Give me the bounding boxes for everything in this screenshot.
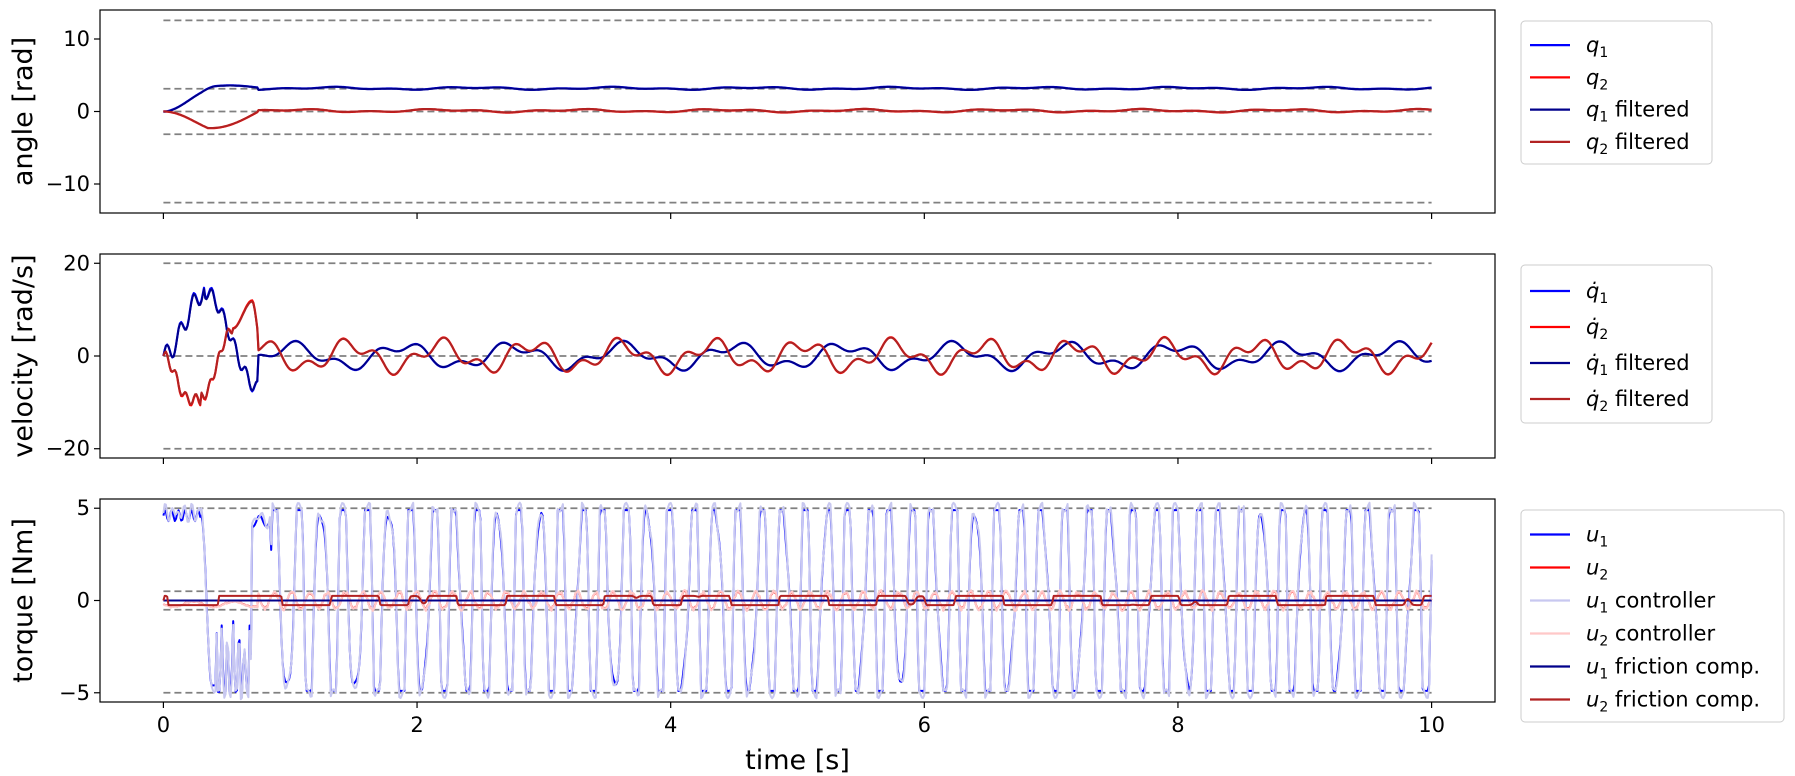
- legend-entry: q̇2 filtered: [1586, 387, 1690, 415]
- series-line-3: [163, 84, 1432, 113]
- x-tick-label: 4: [664, 713, 677, 737]
- legend-entry: q2: [1586, 65, 1608, 93]
- legend-entry: q2 filtered: [1586, 130, 1690, 158]
- subplot-2: −20 0 20 velocity [rad/s] q̇1 q̇2 q̇1 filtered…: [8, 251, 1713, 464]
- legend-entry: u1: [1586, 523, 1608, 551]
- y-tick-label: 0: [77, 100, 90, 124]
- legend-entry: q̇1 filtered: [1586, 351, 1690, 379]
- legend-entry: q1 filtered: [1586, 98, 1690, 126]
- legend-entry: q̇2: [1586, 315, 1608, 343]
- x-tick-label: 0: [157, 713, 170, 737]
- series-line-4: [162, 300, 1433, 406]
- y-axis-label: velocity [rad/s]: [8, 254, 39, 457]
- x-tick-label: 8: [1171, 713, 1184, 737]
- legend-entry: q1: [1586, 33, 1608, 61]
- x-tick-label: 2: [410, 713, 423, 737]
- legend: u1 u2 u1 controller u2 controller u1 frictio…: [1520, 509, 1785, 723]
- x-tick-label: 6: [918, 713, 931, 737]
- legend-entry: u2 friction comp.: [1586, 688, 1760, 716]
- series-line-3: [162, 288, 1432, 392]
- y-tick-label: −20: [46, 437, 90, 461]
- y-tick-label: −5: [59, 681, 90, 705]
- y-tick-label: 0: [77, 344, 90, 368]
- y-tick-label: 10: [63, 27, 90, 51]
- legend-entry: u1 controller: [1586, 589, 1715, 617]
- y-tick-label: 20: [63, 251, 90, 275]
- legend: q1 q2 q1 filtered q2 filtered: [1520, 20, 1713, 165]
- legend-entry: q̇1: [1586, 279, 1608, 307]
- legend-entry: u1 friction comp.: [1586, 655, 1760, 683]
- limit-lines: [163, 262, 1432, 450]
- y-tick-label: 0: [77, 589, 90, 613]
- series-line-4: [162, 589, 1433, 613]
- legend: q̇1 q̇2 q̇1 filtered q̇2 filtered: [1520, 264, 1713, 424]
- legend-entry: u2: [1586, 556, 1608, 584]
- series-line-6: [162, 594, 1432, 607]
- subplot-1: −10 0 10 angle [rad] q1 q2 q1 filtered q2 filte…: [8, 9, 1713, 219]
- legend-entry: u2 controller: [1586, 622, 1715, 650]
- series-line-4: [163, 107, 1432, 129]
- y-axis-label: angle [rad]: [8, 37, 39, 186]
- y-tick-label: 5: [77, 496, 90, 520]
- series-line-2: [162, 299, 1433, 407]
- x-tick-label: 10: [1418, 713, 1445, 737]
- y-axis-label: torque [Nm]: [8, 518, 39, 683]
- subplot-3: −5 0 5 0 2 4 6 8 10 torque [Nm] time [s] u1 u2 u1 con…: [8, 496, 1785, 776]
- y-tick-label: −10: [46, 172, 90, 196]
- series-line-1: [162, 286, 1432, 393]
- x-axis-label: time [s]: [745, 745, 850, 776]
- series-line-3: [162, 501, 1433, 701]
